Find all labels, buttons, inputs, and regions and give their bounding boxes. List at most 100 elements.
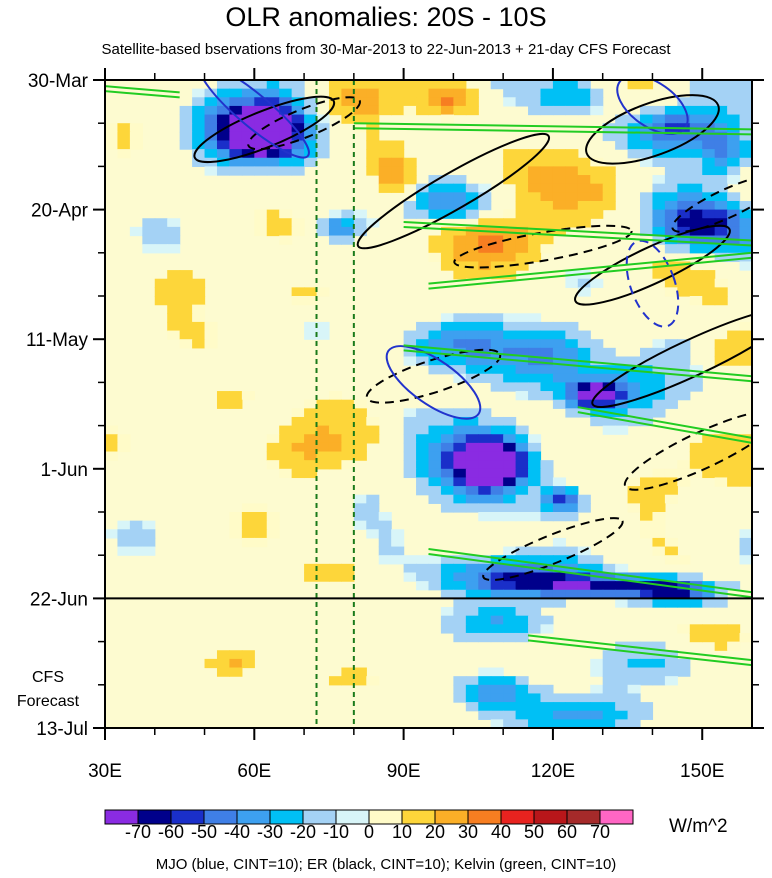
field-cell (540, 105, 554, 116)
field-cell (627, 693, 641, 703)
field-cell (702, 460, 716, 470)
field-cell (590, 88, 604, 98)
field-cell (229, 88, 243, 98)
field-cell (129, 529, 143, 539)
field-cell (478, 486, 492, 496)
field-cell (627, 80, 641, 90)
field-cell (391, 537, 405, 548)
field-cell (304, 330, 318, 340)
field-cell (577, 330, 591, 340)
field-cell (664, 183, 678, 193)
field-cell (627, 658, 641, 669)
field-cell (739, 88, 752, 98)
field-cell (640, 131, 654, 142)
field-cell (503, 615, 517, 625)
field-cell (652, 192, 666, 202)
field-cell (652, 468, 666, 479)
field-cell (503, 157, 517, 167)
field-cell (652, 270, 666, 280)
field-cell (727, 252, 741, 263)
field-cell (453, 226, 467, 237)
field-cell (503, 468, 517, 479)
field-cell (154, 278, 168, 288)
field-cell (652, 347, 666, 358)
colorbar-label: -20 (290, 822, 316, 842)
field-cell (552, 347, 566, 358)
field-cell (353, 676, 367, 686)
field-cell (627, 391, 641, 401)
field-cell (142, 218, 156, 228)
field-cell (192, 339, 206, 349)
field-cell (727, 149, 741, 159)
field-cell (453, 624, 467, 634)
field-cell (229, 123, 243, 133)
field-cell (403, 157, 417, 167)
field-cell (453, 598, 467, 608)
field-cell (179, 321, 193, 332)
field-cell (378, 157, 392, 167)
axes: 30E 60E 90E 120E 150E 30-Mar 20-Apr 11-May 1-Jun… (17, 68, 764, 782)
field-cell (304, 442, 318, 453)
field-cell (490, 373, 504, 383)
field-cell (552, 719, 566, 728)
field-cell (739, 434, 752, 444)
field-cell (216, 97, 231, 107)
field-cell (664, 192, 678, 202)
field-cell (328, 226, 342, 237)
field-cell (266, 80, 280, 90)
field-cell (552, 183, 566, 193)
field-cell (714, 632, 728, 643)
field-cell (565, 149, 579, 159)
field-cell (279, 123, 293, 133)
field-cell (552, 702, 566, 712)
field-cell (664, 468, 678, 479)
field-cell (640, 710, 654, 720)
field-cell (503, 382, 517, 392)
field-cell (702, 451, 716, 461)
field-cell (503, 503, 517, 513)
field-cell (640, 676, 654, 686)
field-cell (714, 97, 728, 107)
field-cell (428, 494, 442, 504)
field-cell (316, 123, 330, 133)
field-cell (266, 434, 280, 444)
field-cell (478, 676, 492, 686)
field-cell (490, 218, 504, 228)
field-cell (341, 209, 355, 219)
field-cell (739, 157, 752, 167)
field-cell (117, 520, 131, 530)
field-cell (229, 512, 243, 522)
kelvin-contour (403, 344, 752, 378)
field-cell (677, 218, 691, 228)
field-cell (503, 434, 517, 444)
field-cell (615, 658, 629, 669)
y-tick-label: 30-Mar (28, 71, 89, 92)
field-cell (590, 693, 604, 703)
field-cell (328, 88, 342, 98)
field-cell (478, 693, 492, 703)
field-cell (341, 425, 355, 435)
field-cell (664, 287, 678, 297)
field-cell (254, 512, 268, 522)
field-cell (739, 209, 752, 219)
field-cell (677, 391, 691, 401)
field-cell (602, 192, 616, 202)
field-cell (528, 572, 542, 582)
field-cell (192, 296, 206, 306)
field-cell (478, 252, 492, 263)
field-cell (304, 287, 318, 297)
field-cell (664, 589, 678, 599)
field-cell (490, 460, 504, 470)
field-cell (440, 244, 454, 254)
field-cell (602, 702, 616, 712)
field-cell (453, 468, 467, 479)
field-cell (440, 105, 454, 116)
field-cell (391, 149, 405, 159)
field-cell (478, 451, 492, 461)
field-cell (216, 391, 231, 401)
field-cell (229, 80, 243, 90)
field-cell (266, 114, 280, 124)
field-cell (702, 244, 716, 254)
field-cell (465, 192, 479, 202)
field-cell (179, 278, 193, 288)
